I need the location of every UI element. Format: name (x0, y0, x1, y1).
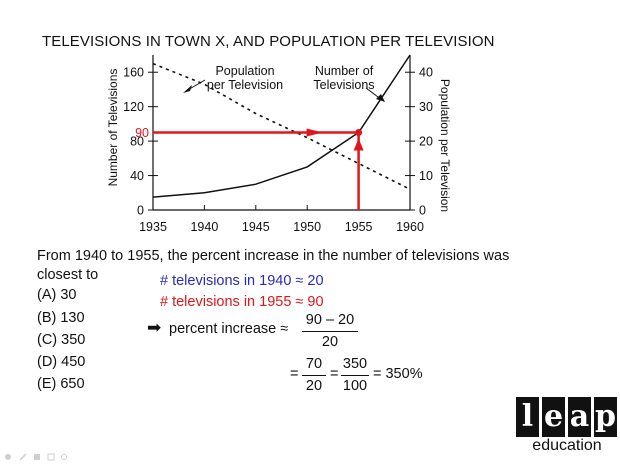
highlight-value-label: 90 (135, 126, 149, 140)
x-tick-label: 1940 (190, 220, 218, 234)
x-tick-label: 1955 (345, 220, 373, 234)
chart: 1935 1940 1945 1950 1955 1960 0 40 80 120 160 0 10 20… (106, 54, 452, 234)
right-tick-label: 10 (419, 169, 433, 183)
population-per-tv-line (152, 62, 411, 191)
choice-e[interactable]: (E) 650 (37, 376, 85, 392)
equals-1: = (290, 366, 299, 382)
result: = 350% (373, 366, 423, 382)
left-tick-label: 0 (137, 204, 144, 218)
tv-annotation-line2: Televisions (313, 78, 374, 92)
choice-a[interactable]: (A) 30 (37, 287, 77, 303)
screen-icon[interactable] (47, 453, 55, 461)
left-tick-label: 120 (123, 100, 144, 114)
left-tick-label: 80 (130, 135, 144, 149)
population-annotation-line1: Population (215, 64, 274, 78)
right-tick-label: 0 (419, 204, 426, 218)
x-tick-label: 1950 (293, 220, 321, 234)
player-toolbar (5, 453, 67, 461)
right-tick-label: 20 (419, 135, 433, 149)
pen-icon[interactable] (19, 453, 27, 461)
choice-d[interactable]: (D) 450 (37, 354, 86, 370)
eraser-icon[interactable] (34, 454, 40, 460)
right-tick-label: 30 (419, 100, 433, 114)
x-tick-label: 1935 (139, 220, 167, 234)
arrow-icon: ➡ (147, 318, 162, 337)
fraction-1: 90 – 20 20 (302, 312, 358, 351)
fraction-1-denominator: 20 (321, 334, 339, 350)
logo-letter: e (542, 397, 565, 437)
left-axis-title: Number of Televisions (106, 69, 120, 187)
population-pointer-arrow-icon (183, 85, 192, 93)
fraction-3-numerator: 350 (342, 356, 368, 372)
left-tick-label: 40 (130, 169, 144, 183)
work-line-1955: # televisions in 1955 ≈ 90 (160, 294, 324, 310)
equals-2: = (330, 366, 339, 382)
population-annotation-line2: per Television (207, 78, 283, 92)
leap-education-logo: l e a p education (516, 397, 618, 455)
arrowhead-right-icon (306, 128, 323, 137)
fraction-1-numerator: 90 – 20 (305, 312, 355, 328)
question-text: From 1940 to 1955, the percent increase … (37, 248, 510, 283)
logo-subtitle: education (532, 437, 602, 454)
fraction-2-numerator: 70 (305, 356, 323, 372)
logo-letter: l (516, 397, 539, 437)
logo-letter: a (568, 397, 591, 437)
number-of-tvs-line (152, 54, 411, 198)
tv-pointer-arrow-icon (376, 94, 385, 102)
fraction-2: 70 20 (302, 356, 326, 395)
work-line-1940: # televisions in 1940 ≈ 20 (160, 273, 324, 289)
x-tick-label: 1960 (396, 220, 424, 234)
left-tick-label: 160 (123, 66, 144, 80)
right-axis-title: Population per Television (438, 79, 452, 212)
logo-letter: p (594, 397, 617, 437)
choice-c[interactable]: (C) 350 (37, 332, 86, 348)
right-tick-label: 40 (419, 66, 433, 80)
tv-annotation-line1: Number of (315, 64, 374, 78)
fraction-2-denominator: 20 (305, 378, 323, 394)
percent-increase-label: percent increase ≈ (169, 321, 289, 337)
settings-icon[interactable] (61, 454, 67, 460)
choice-b[interactable]: (B) 130 (37, 310, 85, 326)
pointer-icon[interactable] (5, 454, 11, 460)
chart-title: TELEVISIONS IN TOWN X, AND POPULATION PE… (42, 33, 495, 50)
arrowhead-up-icon (353, 138, 364, 151)
x-tick-label: 1945 (242, 220, 270, 234)
fraction-3: 350 100 (341, 356, 369, 395)
highlight-point (355, 129, 363, 136)
fraction-3-denominator: 100 (342, 378, 368, 394)
